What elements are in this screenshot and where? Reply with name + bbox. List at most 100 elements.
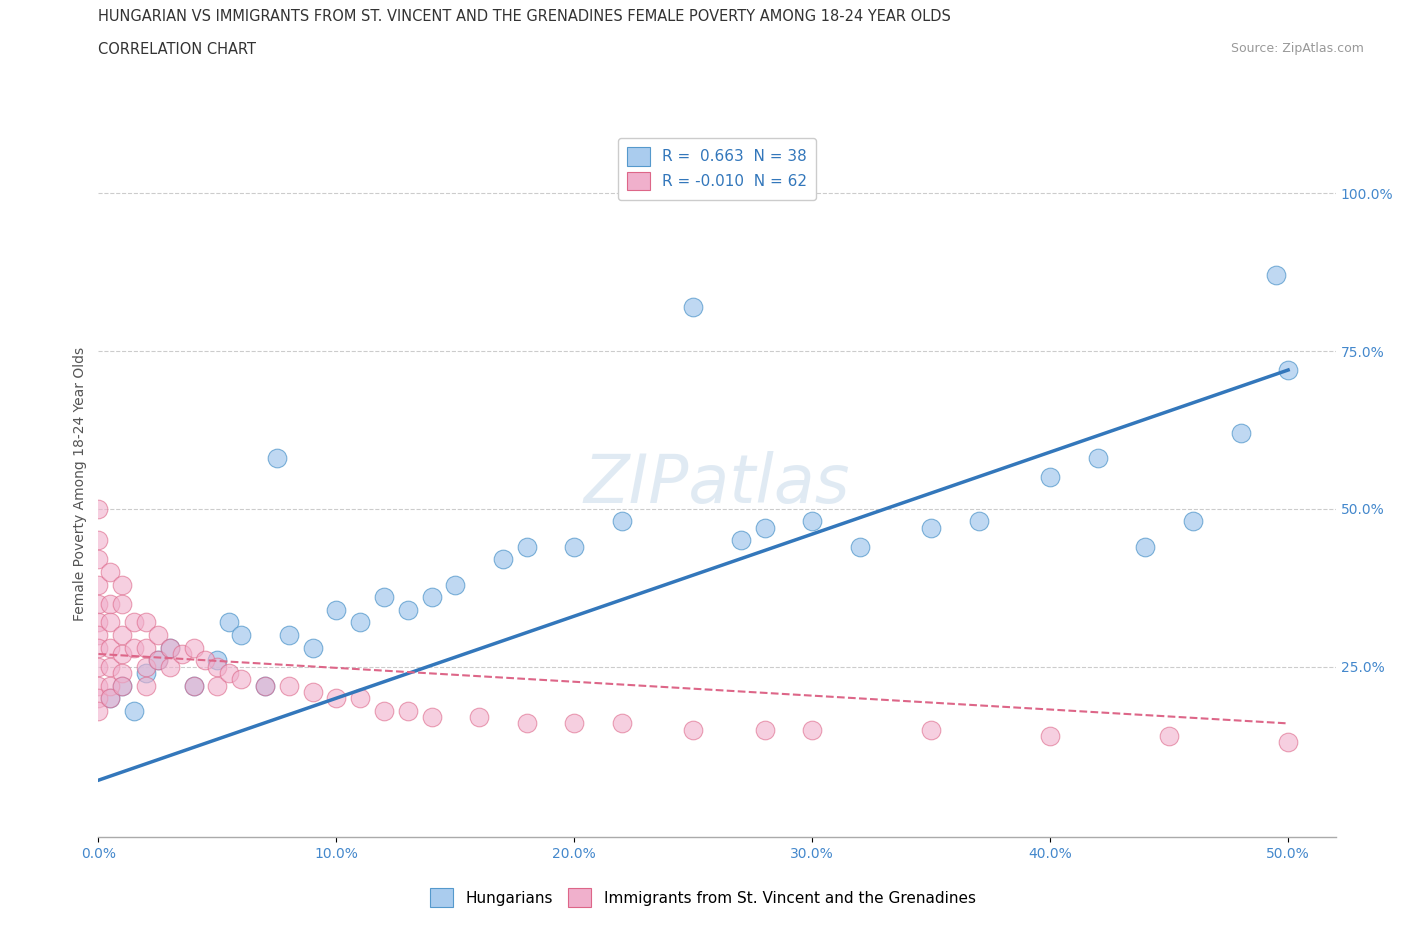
- Point: [111, 646, 134, 661]
- Point: [218, 615, 240, 630]
- Point: [1087, 451, 1109, 466]
- Point: [266, 451, 288, 466]
- Point: [98, 615, 121, 630]
- Point: [682, 723, 704, 737]
- Point: [1229, 426, 1251, 441]
- Point: [231, 628, 253, 643]
- Point: [325, 603, 347, 618]
- Point: [444, 578, 467, 592]
- Point: [122, 615, 145, 630]
- Point: [207, 678, 229, 693]
- Point: [218, 666, 240, 681]
- Point: [610, 514, 633, 529]
- Point: [146, 628, 169, 643]
- Point: [98, 596, 121, 611]
- Point: [920, 723, 942, 737]
- Point: [87, 615, 110, 630]
- Point: [920, 521, 942, 536]
- Point: [682, 299, 704, 314]
- Point: [730, 533, 752, 548]
- Point: [135, 666, 157, 681]
- Point: [111, 578, 134, 592]
- Point: [87, 628, 110, 643]
- Point: [135, 659, 157, 674]
- Point: [111, 678, 134, 693]
- Point: [146, 653, 169, 668]
- Point: [87, 691, 110, 706]
- Point: [183, 640, 205, 655]
- Point: [562, 539, 585, 554]
- Point: [87, 678, 110, 693]
- Point: [183, 678, 205, 693]
- Point: [98, 691, 121, 706]
- Point: [277, 678, 299, 693]
- Point: [1135, 539, 1157, 554]
- Point: [87, 501, 110, 516]
- Point: [325, 691, 347, 706]
- Text: CORRELATION CHART: CORRELATION CHART: [98, 42, 256, 57]
- Point: [754, 723, 776, 737]
- Point: [111, 596, 134, 611]
- Point: [373, 703, 395, 718]
- Point: [87, 596, 110, 611]
- Point: [301, 640, 323, 655]
- Point: [135, 678, 157, 693]
- Point: [277, 628, 299, 643]
- Point: [1039, 470, 1062, 485]
- Point: [396, 603, 419, 618]
- Point: [183, 678, 205, 693]
- Legend: R =  0.663  N = 38, R = -0.010  N = 62: R = 0.663 N = 38, R = -0.010 N = 62: [617, 138, 817, 200]
- Point: [801, 514, 824, 529]
- Point: [135, 640, 157, 655]
- Point: [98, 678, 121, 693]
- Point: [1265, 268, 1288, 283]
- Point: [111, 628, 134, 643]
- Point: [135, 615, 157, 630]
- Point: [207, 659, 229, 674]
- Point: [396, 703, 419, 718]
- Point: [159, 640, 181, 655]
- Point: [967, 514, 990, 529]
- Point: [492, 551, 515, 566]
- Point: [111, 666, 134, 681]
- Point: [301, 684, 323, 699]
- Point: [122, 640, 145, 655]
- Point: [159, 640, 181, 655]
- Point: [562, 716, 585, 731]
- Point: [420, 590, 443, 604]
- Point: [146, 653, 169, 668]
- Point: [87, 659, 110, 674]
- Point: [754, 521, 776, 536]
- Point: [1181, 514, 1204, 529]
- Point: [87, 551, 110, 566]
- Point: [1039, 728, 1062, 743]
- Point: [87, 533, 110, 548]
- Point: [253, 678, 276, 693]
- Point: [1277, 363, 1299, 378]
- Text: HUNGARIAN VS IMMIGRANTS FROM ST. VINCENT AND THE GRENADINES FEMALE POVERTY AMONG: HUNGARIAN VS IMMIGRANTS FROM ST. VINCENT…: [98, 9, 952, 24]
- Point: [98, 565, 121, 579]
- Point: [516, 716, 538, 731]
- Point: [373, 590, 395, 604]
- Point: [87, 703, 110, 718]
- Point: [98, 691, 121, 706]
- Point: [1159, 728, 1181, 743]
- Point: [87, 578, 110, 592]
- Point: [231, 671, 253, 686]
- Point: [349, 615, 371, 630]
- Point: [170, 646, 193, 661]
- Text: ZIPatlas: ZIPatlas: [583, 451, 851, 516]
- Point: [801, 723, 824, 737]
- Legend: Hungarians, Immigrants from St. Vincent and the Grenadines: Hungarians, Immigrants from St. Vincent …: [425, 883, 981, 913]
- Point: [253, 678, 276, 693]
- Point: [122, 703, 145, 718]
- Y-axis label: Female Poverty Among 18-24 Year Olds: Female Poverty Among 18-24 Year Olds: [73, 347, 87, 620]
- Point: [87, 640, 110, 655]
- Point: [468, 710, 491, 724]
- Point: [159, 659, 181, 674]
- Text: Source: ZipAtlas.com: Source: ZipAtlas.com: [1230, 42, 1364, 55]
- Point: [1277, 735, 1299, 750]
- Point: [207, 653, 229, 668]
- Point: [98, 640, 121, 655]
- Point: [420, 710, 443, 724]
